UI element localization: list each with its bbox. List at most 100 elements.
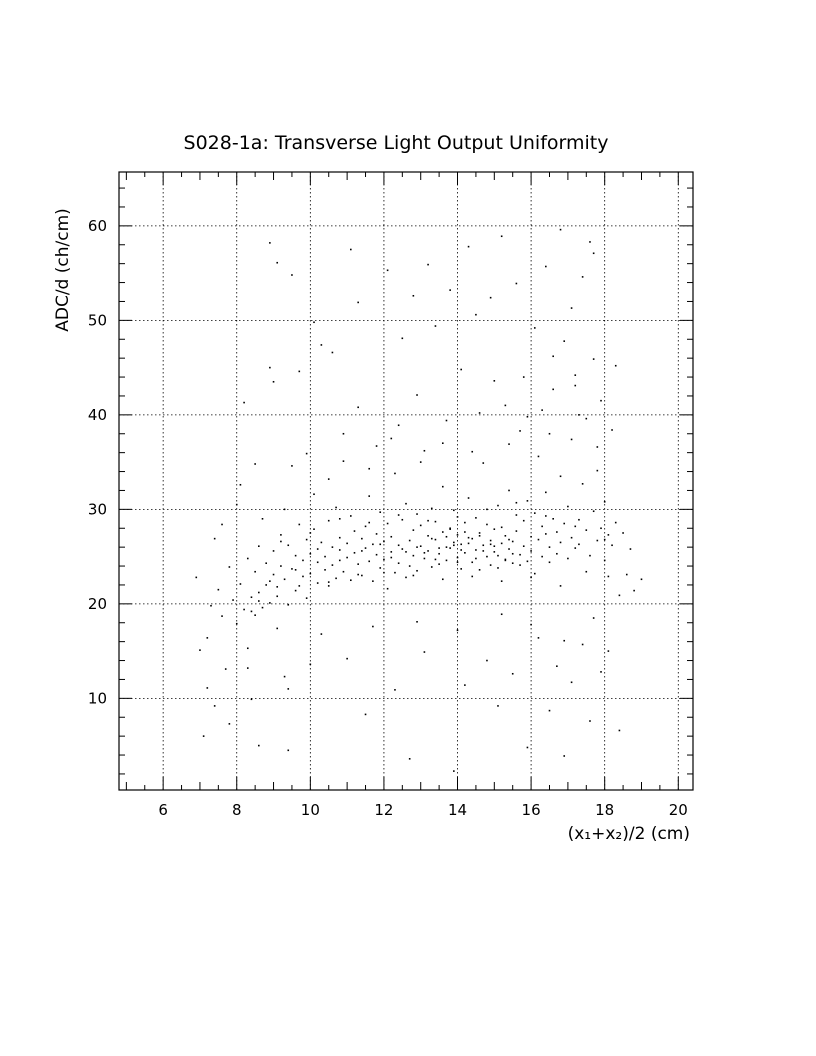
data-point: [302, 559, 304, 562]
data-point: [202, 735, 205, 737]
data-point: [213, 705, 216, 707]
data-point: [464, 684, 466, 686]
data-point: [412, 574, 415, 577]
data-point: [258, 591, 260, 594]
data-point: [313, 528, 315, 530]
data-point: [441, 531, 444, 533]
data-point: [346, 542, 348, 545]
data-point: [386, 587, 389, 590]
data-point: [298, 370, 301, 373]
data-point: [280, 540, 282, 543]
data-point: [445, 546, 448, 548]
data-point: [585, 417, 588, 420]
data-point: [364, 713, 367, 716]
data-point: [460, 549, 462, 551]
data-point: [272, 573, 275, 576]
data-point: [578, 518, 580, 521]
data-point: [611, 429, 613, 431]
data-point: [460, 568, 462, 570]
data-point: [526, 560, 529, 563]
data-point: [368, 495, 371, 497]
x-tick-label: 6: [158, 801, 168, 819]
data-point: [397, 562, 400, 565]
data-point: [545, 491, 547, 494]
data-point: [570, 307, 573, 309]
data-point: [368, 560, 371, 563]
data-point: [397, 514, 400, 516]
data-point: [350, 515, 352, 517]
data-point: [526, 415, 529, 418]
data-point: [412, 529, 415, 531]
data-point: [548, 546, 551, 548]
data-point: [394, 689, 396, 691]
data-point: [526, 746, 529, 749]
data-point: [493, 551, 496, 553]
data-point: [478, 532, 481, 534]
data-point: [559, 475, 562, 478]
data-point: [291, 465, 293, 467]
data-point: [405, 502, 407, 505]
data-point: [438, 547, 440, 549]
data-point: [287, 603, 290, 606]
data-point: [589, 241, 591, 243]
data-point: [239, 483, 242, 486]
data-point: [486, 659, 488, 662]
data-point: [423, 449, 426, 452]
data-point: [250, 596, 253, 599]
data-point: [614, 364, 617, 367]
x-tick-labels: 6 8 10 12 14 16 18 20: [158, 801, 687, 819]
data-point: [589, 720, 591, 722]
data-point: [453, 770, 455, 772]
data-point: [368, 467, 371, 470]
data-point: [607, 575, 610, 578]
data-point: [500, 613, 503, 616]
data-point: [250, 698, 253, 701]
data-point: [500, 580, 503, 582]
data-point: [449, 528, 451, 530]
data-point: [401, 518, 404, 521]
data-point: [478, 535, 481, 537]
data-point: [416, 394, 418, 396]
data-point: [519, 564, 521, 566]
data-point: [269, 242, 271, 244]
data-point: [445, 535, 448, 538]
data-point: [475, 557, 477, 560]
data-point: [471, 450, 474, 453]
data-point: [592, 617, 595, 619]
data-point: [482, 544, 485, 547]
data-point: [504, 535, 507, 537]
data-point: [361, 550, 363, 552]
data-point: [475, 517, 477, 519]
data-point: [533, 512, 536, 514]
x-tick-label: 18: [595, 801, 614, 819]
data-point: [346, 657, 348, 660]
y-tick-label: 10: [88, 689, 107, 707]
data-point: [416, 569, 418, 572]
data-point: [467, 497, 470, 499]
data-point: [456, 629, 459, 632]
data-point: [272, 380, 275, 383]
data-point: [493, 528, 496, 530]
data-point: [254, 570, 256, 573]
data-point: [622, 532, 624, 534]
data-point: [464, 531, 466, 533]
data-point: [467, 542, 470, 545]
data-point: [522, 376, 525, 378]
data-point: [419, 461, 422, 463]
data-point: [246, 667, 249, 669]
data-point: [489, 296, 492, 299]
data-point: [405, 551, 407, 553]
data-point: [497, 504, 499, 507]
data-point: [603, 500, 606, 503]
data-point: [453, 541, 455, 544]
data-point: [217, 588, 220, 591]
data-point: [570, 681, 573, 684]
data-point: [614, 521, 617, 524]
data-point: [445, 419, 448, 422]
data-point: [246, 647, 249, 650]
data-point: [449, 547, 451, 549]
data-point: [460, 543, 462, 546]
data-point: [243, 608, 245, 611]
data-point: [309, 663, 312, 666]
